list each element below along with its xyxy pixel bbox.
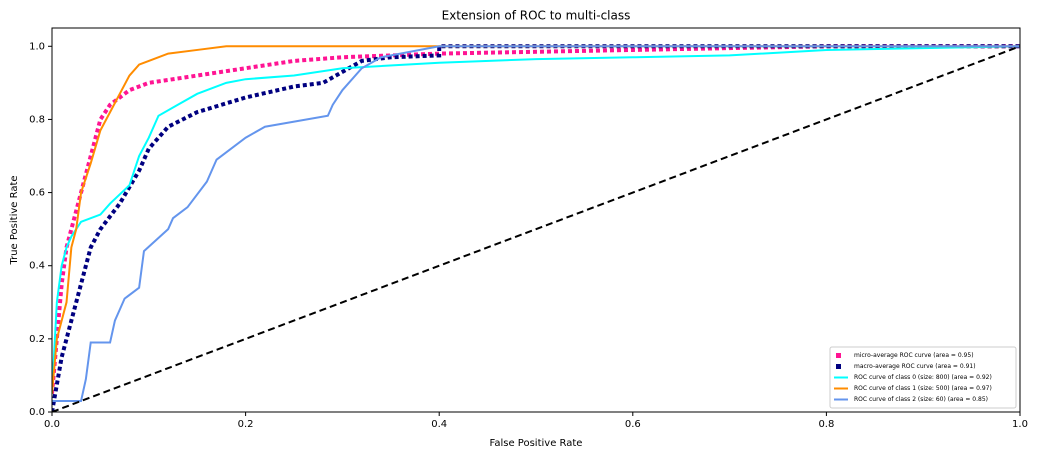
legend-label: ROC curve of class 0 (size: 800) (area =… (854, 374, 992, 381)
legend-label: macro-average ROC curve (area = 0.91) (854, 363, 976, 370)
chart-title: Extension of ROC to multi-class (442, 9, 631, 23)
plot-frame (51, 27, 1021, 413)
x-axis-label: False Positive Rate (490, 438, 583, 449)
x-tick-label: 0.8 (818, 419, 834, 430)
x-tick-label: 1.0 (1012, 419, 1028, 430)
legend-label: ROC curve of class 2 (size: 60) (area = … (854, 396, 988, 403)
x-tick-label: 0.6 (625, 419, 641, 430)
x-tick-label: 0.2 (238, 419, 254, 430)
legend-box (829, 346, 1017, 409)
y-tick-label: 0.4 (29, 261, 45, 272)
series-line (52, 45, 1020, 412)
series-line (52, 45, 1020, 403)
legend-label: ROC curve of class 1 (size: 500) (area =… (854, 385, 992, 392)
y-tick-label: 1.0 (29, 41, 45, 52)
legend-marker (836, 353, 841, 358)
y-axis-label: True Positive Rate (9, 175, 20, 265)
x-tick-label: 0.0 (44, 419, 60, 430)
y-tick-label: 0.8 (29, 114, 45, 125)
series-line (52, 45, 1020, 394)
legend-label: micro-average ROC curve (area = 0.95) (854, 352, 974, 359)
y-tick-label: 0.0 (29, 407, 45, 418)
series-line (52, 45, 1020, 394)
y-tick-label: 0.6 (29, 188, 45, 199)
x-tick-label: 0.4 (431, 419, 447, 430)
legend-marker (836, 364, 841, 369)
series-line (52, 44, 1020, 412)
y-tick-label: 0.2 (29, 334, 45, 345)
